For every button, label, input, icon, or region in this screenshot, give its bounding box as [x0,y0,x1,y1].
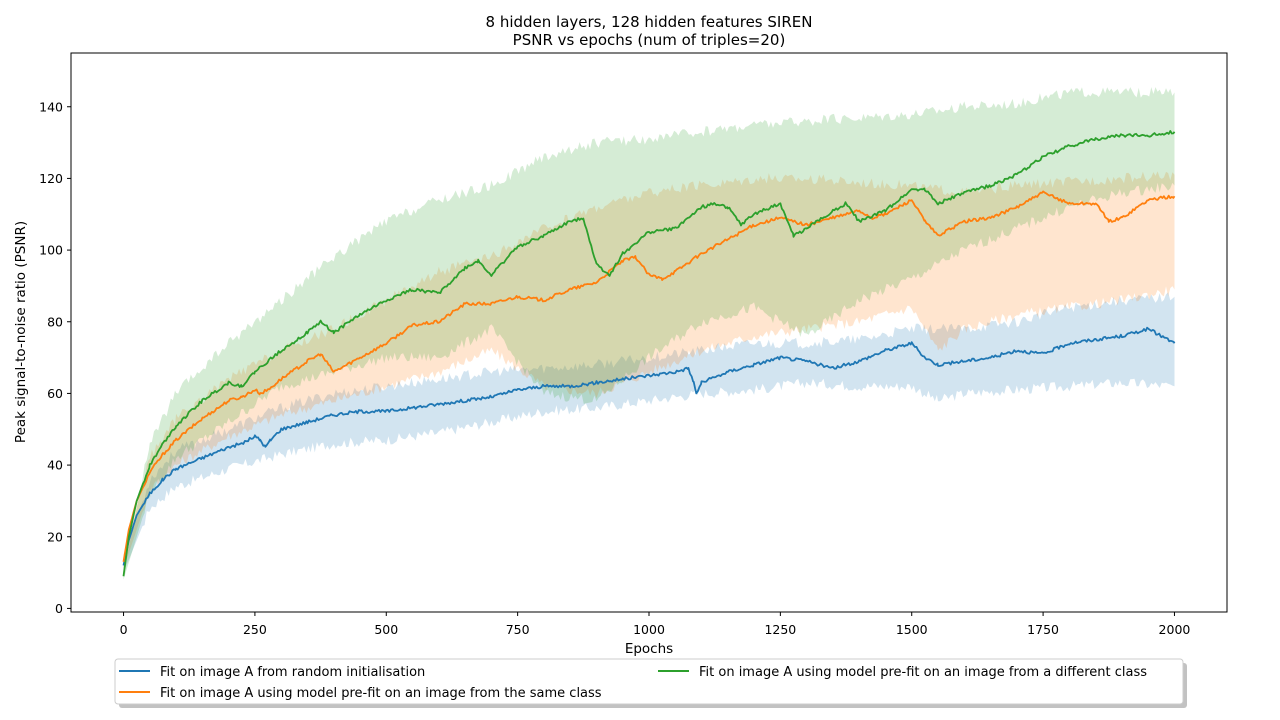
y-axis-label: Peak signal-to-noise ratio (PSNR) [13,221,29,443]
series-line-3 [122,130,1176,577]
x-tick-label: 0 [120,622,128,637]
legend-label-3: Fit on image A using model pre-fit on an… [699,665,1147,680]
x-tick-label: 1500 [896,622,928,637]
x-tick-label: 250 [243,622,267,637]
series-band-2 [123,171,1175,569]
legend-label-1: Fit on image A from random initialisatio… [160,665,425,680]
y-tick-label: 20 [47,529,63,544]
x-tick-label: 1250 [764,622,796,637]
y-tick-label: 120 [39,171,63,186]
legend-label-2: Fit on image A using model pre-fit on an… [160,686,602,701]
y-tick-label: 80 [47,314,63,329]
x-axis-label: Epochs [625,641,673,657]
chart-title-line-2: PSNR vs epochs (num of triples=20) [513,31,786,49]
series-band-3 [123,87,1175,580]
series-line-2 [122,190,1176,562]
chart-title: 8 hidden layers, 128 hidden features SIR… [486,13,813,49]
x-tick-label: 2000 [1159,622,1191,637]
chart-legend: Fit on image A from random initialisatio… [114,658,1187,708]
y-tick-label: 40 [47,458,63,473]
x-axis-ticks: 0 250 500 750 1000 1250 1500 1750 2000 [120,612,1191,637]
y-tick-label: 0 [55,601,63,616]
y-tick-label: 60 [47,386,63,401]
legend-box [114,658,1184,705]
series-line-1 [122,326,1176,566]
y-tick-label: 100 [39,243,63,258]
chart-title-line-1: 8 hidden layers, 128 hidden features SIR… [486,13,813,31]
x-tick-label: 750 [506,622,530,637]
x-tick-label: 500 [374,622,398,637]
confidence-bands [123,87,1175,580]
y-tick-label: 140 [39,99,63,114]
x-tick-label: 1000 [633,622,665,637]
legend-items: Fit on image A from random initialisatio… [119,665,1147,701]
series-band-1 [123,292,1175,573]
x-tick-label: 1750 [1027,622,1059,637]
series-lines [122,130,1176,577]
y-axis-ticks: 0 20 40 60 80 100 120 140 [39,99,71,616]
